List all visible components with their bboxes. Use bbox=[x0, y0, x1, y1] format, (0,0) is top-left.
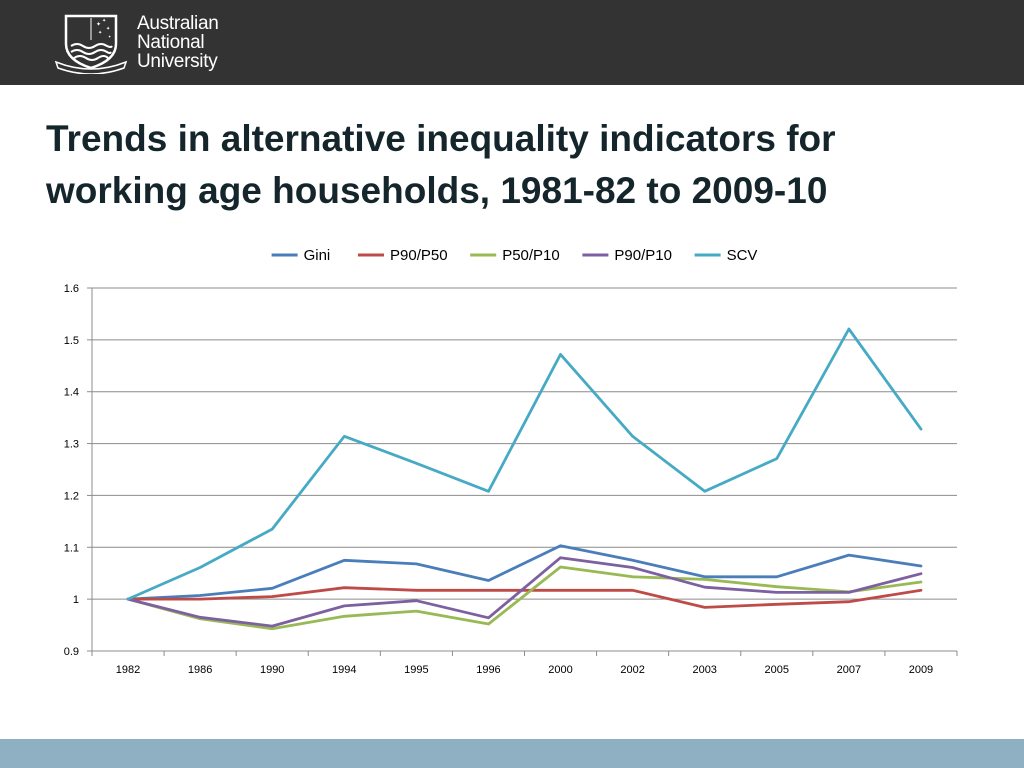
series-line-p90-p10 bbox=[126, 556, 923, 628]
x-tick-label: 2005 bbox=[765, 664, 789, 676]
x-tick-label: 2002 bbox=[620, 664, 644, 676]
y-tick-label: 1.5 bbox=[64, 335, 79, 347]
line-chart: 0.9 1 1.1 1.2 1.3 1.4 1.5 1.6 1982 1986 1990 1994 19… bbox=[64, 247, 958, 676]
svg-text:✦: ✦ bbox=[106, 26, 110, 32]
legend-label-p90-p10: P90/P10 bbox=[614, 247, 672, 264]
y-tick-label: 1.3 bbox=[64, 439, 79, 451]
wordmark-line-2: National bbox=[137, 32, 205, 53]
anu-crest-icon: ✦ ✦ ✦ ✦ ✦ bbox=[54, 14, 128, 74]
y-tick-label: 1.6 bbox=[64, 283, 79, 295]
legend-label-p50-p10: P50/P10 bbox=[502, 247, 560, 264]
title-line-2: working age households, 1981-82 to 2009-… bbox=[46, 170, 828, 211]
x-tick-label: 1995 bbox=[404, 664, 428, 676]
legend-label-p90-p50: P90/P50 bbox=[390, 247, 448, 264]
svg-text:✦: ✦ bbox=[102, 18, 106, 24]
svg-text:✦: ✦ bbox=[98, 30, 102, 36]
series-line-scv bbox=[126, 327, 923, 601]
y-tick-label: 1 bbox=[73, 594, 79, 606]
x-tick-label: 2007 bbox=[837, 664, 861, 676]
series-line-p90-p50 bbox=[126, 586, 923, 609]
wordmark-line-1: Australian bbox=[137, 13, 219, 34]
x-tick-label: 1986 bbox=[188, 664, 212, 676]
header-bar: ✦ ✦ ✦ ✦ ✦ Australian National University bbox=[0, 0, 1024, 85]
anu-wordmark: Australian National University bbox=[137, 14, 219, 71]
series-line-gini bbox=[126, 544, 923, 601]
title-line-1: Trends in alternative inequality indicat… bbox=[46, 118, 836, 159]
y-tick-label: 0.9 bbox=[64, 646, 79, 658]
svg-text:✦: ✦ bbox=[108, 34, 112, 39]
x-tick-label: 1996 bbox=[476, 664, 500, 676]
x-tick-label: 2000 bbox=[548, 664, 572, 676]
legend-label-scv: SCV bbox=[727, 247, 758, 264]
y-tick-label: 1.2 bbox=[64, 490, 79, 502]
svg-text:✦: ✦ bbox=[96, 21, 101, 28]
y-tick-label: 1.4 bbox=[64, 387, 79, 399]
wordmark-line-3: University bbox=[137, 51, 218, 72]
x-tick-label: 1990 bbox=[260, 664, 284, 676]
x-tick-label: 2009 bbox=[909, 664, 933, 676]
y-tick-label: 1.1 bbox=[64, 542, 79, 554]
slide-title: Trends in alternative inequality indicat… bbox=[46, 113, 1006, 217]
series-line-p50-p10 bbox=[126, 565, 923, 631]
x-tick-label: 1982 bbox=[116, 664, 140, 676]
x-tick-label: 1994 bbox=[332, 664, 356, 676]
legend-label-gini: Gini bbox=[304, 247, 331, 264]
footer-band bbox=[0, 739, 1024, 768]
x-tick-label: 2003 bbox=[692, 664, 716, 676]
